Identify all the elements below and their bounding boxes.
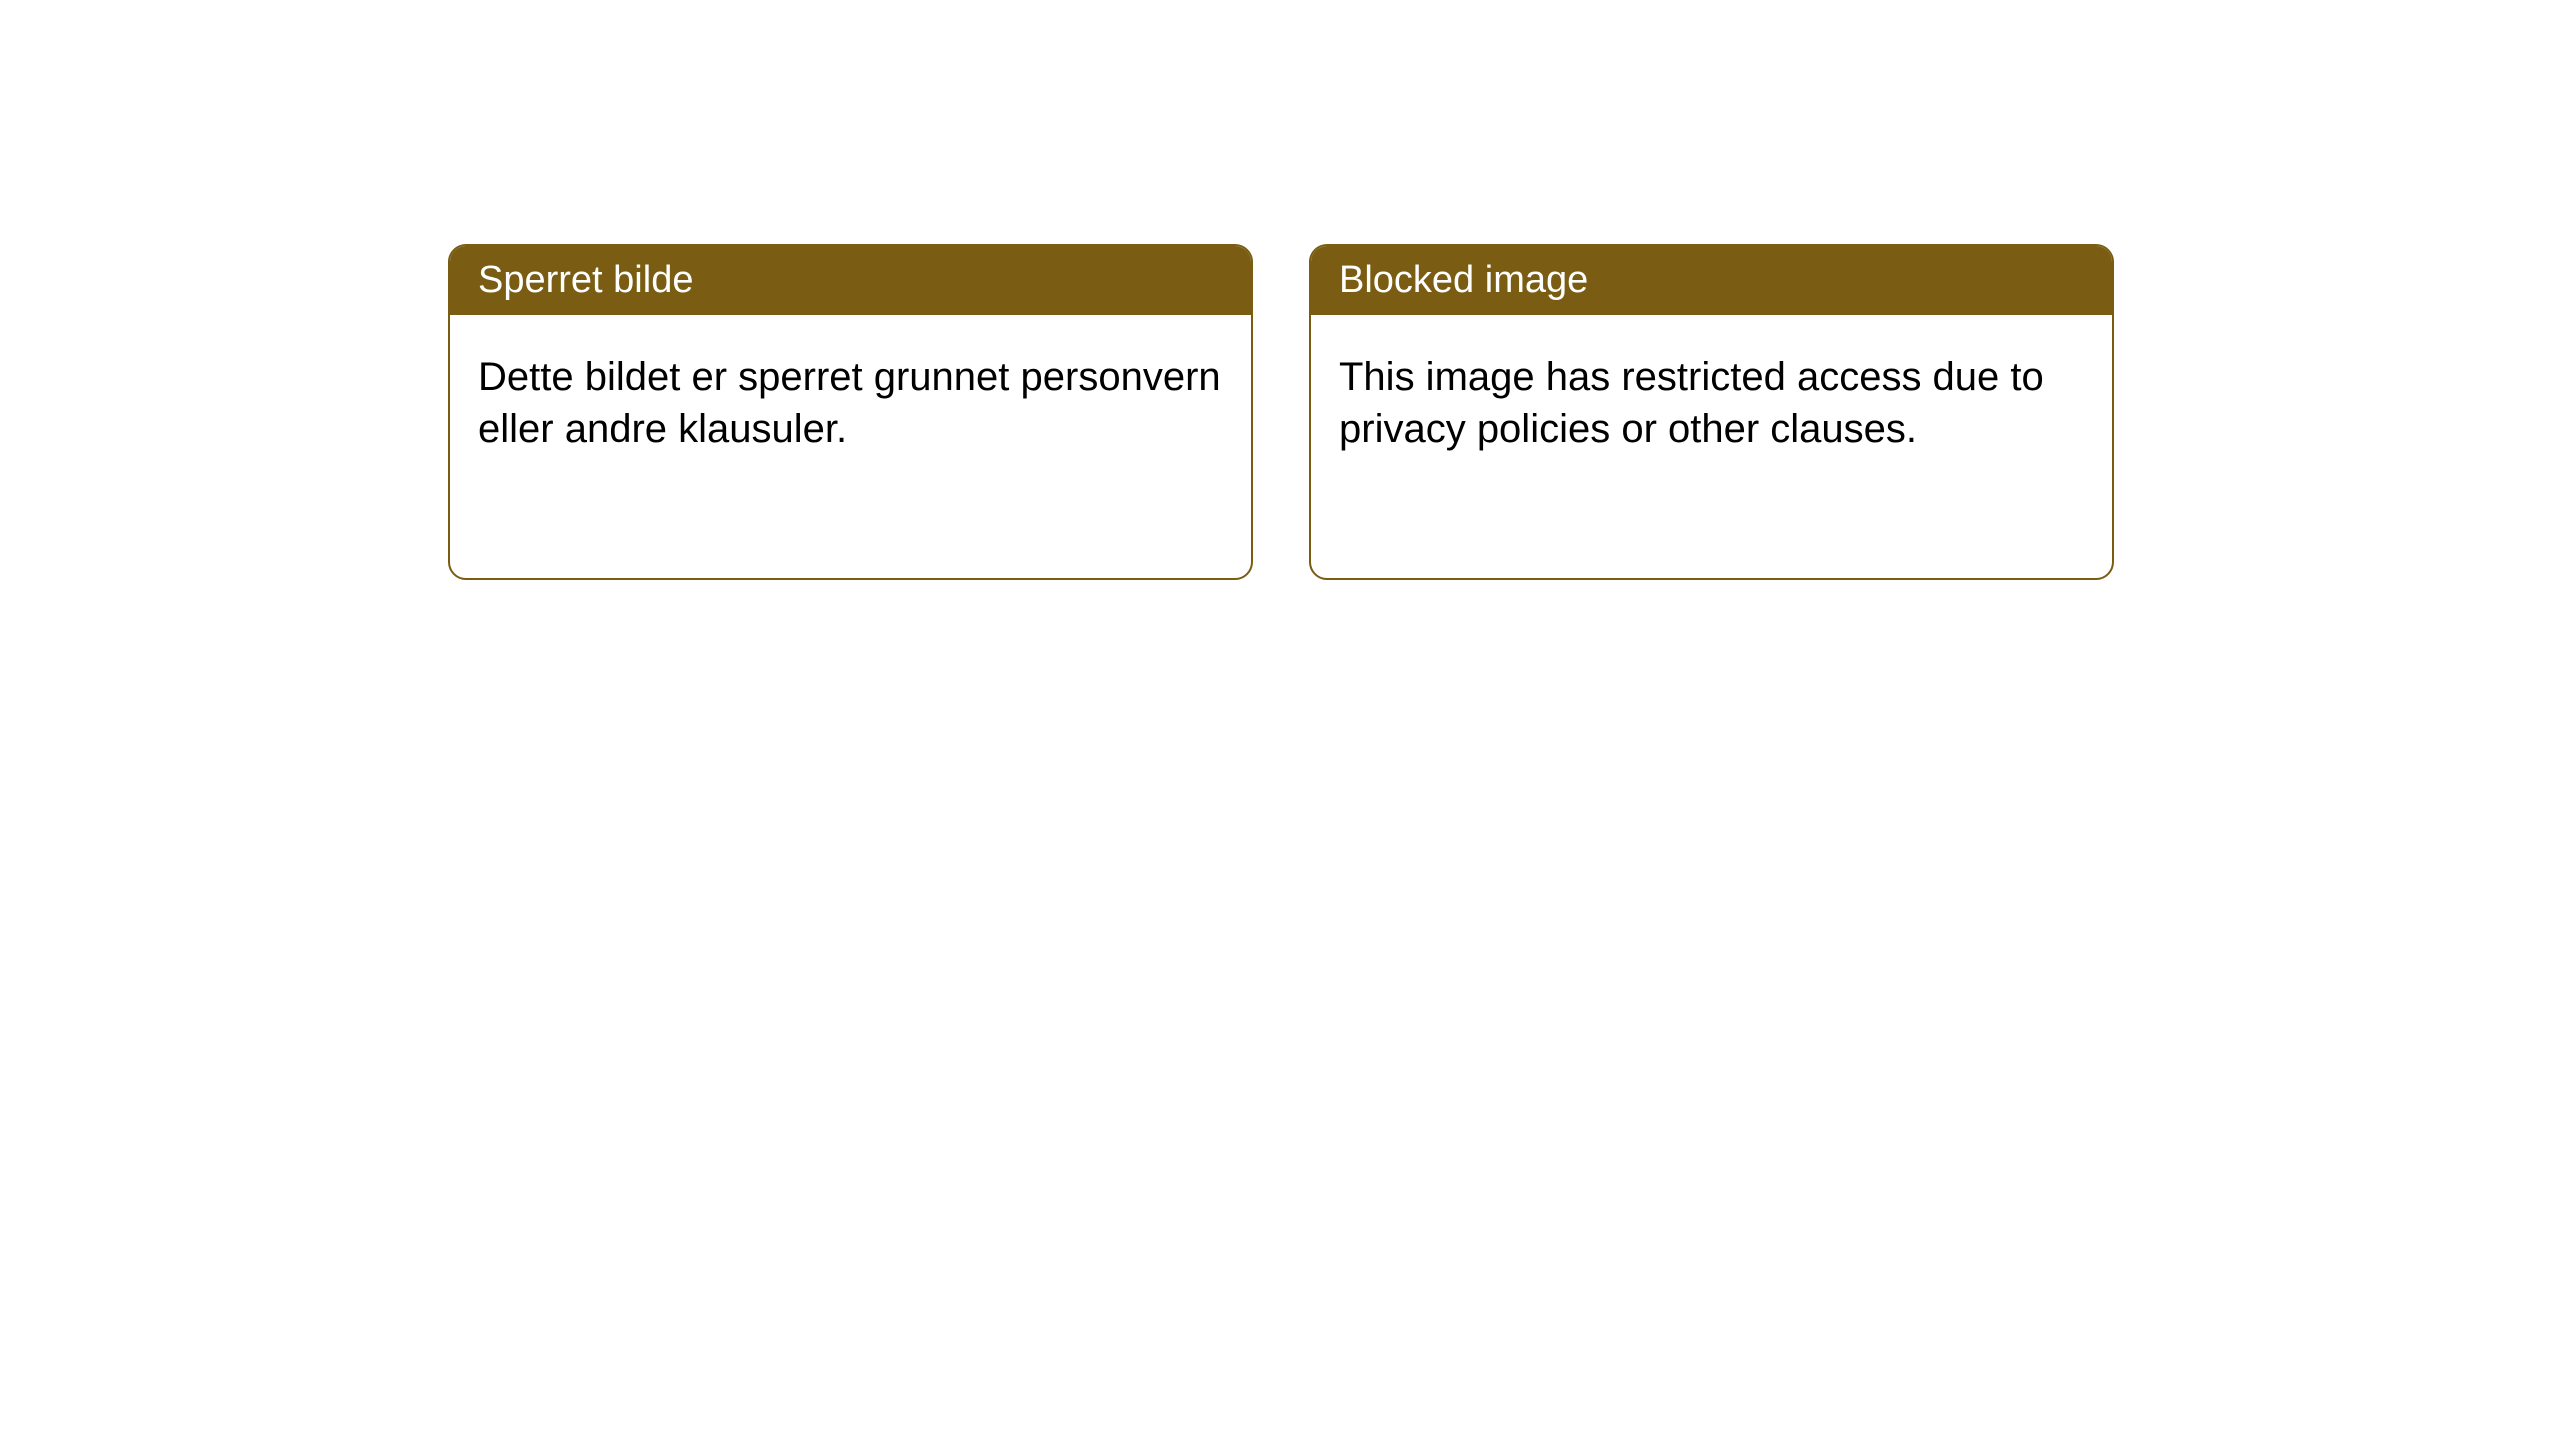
card-title: Blocked image [1339, 259, 1588, 301]
card-title: Sperret bilde [478, 259, 693, 301]
card-header: Blocked image [1311, 246, 2112, 315]
card-message: Dette bildet er sperret grunnet personve… [478, 355, 1221, 451]
card-body: Dette bildet er sperret grunnet personve… [450, 315, 1251, 491]
notice-card-english: Blocked image This image has restricted … [1309, 244, 2114, 580]
card-message: This image has restricted access due to … [1339, 355, 2044, 451]
card-body: This image has restricted access due to … [1311, 315, 2112, 491]
notice-cards-container: Sperret bilde Dette bildet er sperret gr… [0, 0, 2560, 580]
card-header: Sperret bilde [450, 246, 1251, 315]
notice-card-norwegian: Sperret bilde Dette bildet er sperret gr… [448, 244, 1253, 580]
